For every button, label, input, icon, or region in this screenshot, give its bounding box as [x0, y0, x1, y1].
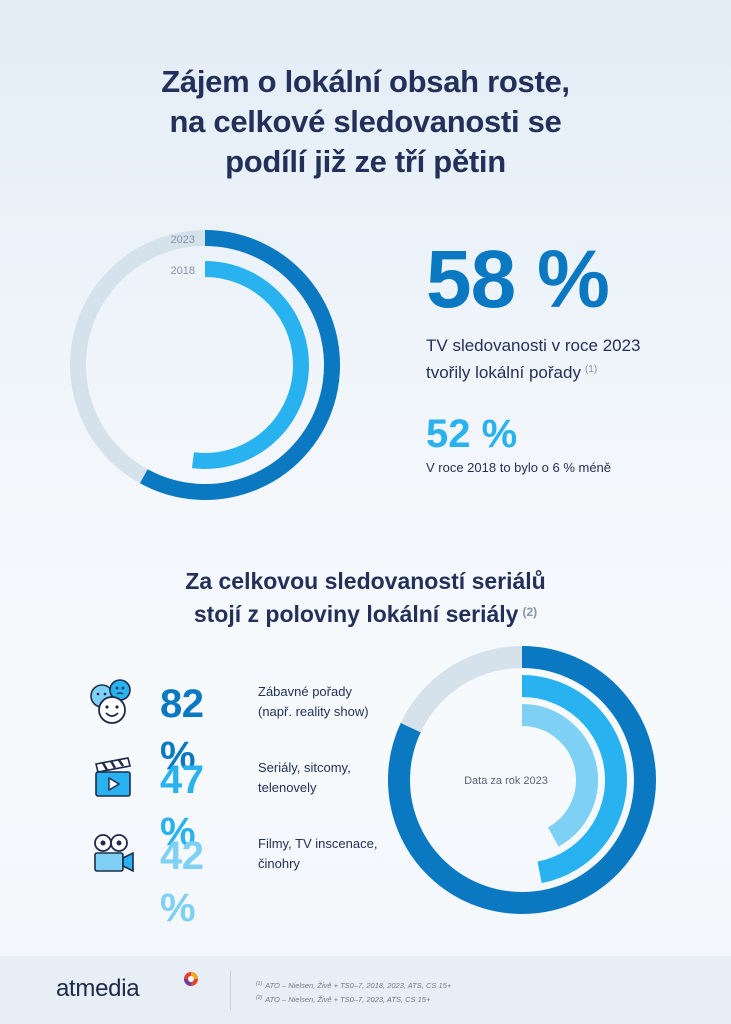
clapperboard-icon	[95, 757, 131, 797]
radial-arc-2	[521, 704, 598, 847]
genre-label-line-2: telenovely	[258, 780, 317, 795]
genre-label-line-2: činohry	[258, 856, 300, 871]
reference-2: (2) ATO – Nielsen, Živě + TS0–7, 2023, AT…	[256, 992, 451, 1006]
section-2-line-2: stojí z poloviny lokální seriály (2)	[0, 597, 731, 630]
stat-2018-note: V roce 2018 to bylo o 6 % méně	[426, 460, 612, 475]
radial-chart-genres-2023: Data za rok 2023	[388, 646, 656, 914]
footer-references: (1) ATO – Nielsen, Živě + TS0–7, 2018, 20…	[256, 978, 451, 1006]
stat-desc-line-2: tvořily lokální pořady (1)	[426, 358, 641, 385]
footer-bar	[0, 956, 731, 1024]
radial-label-1: 2018	[171, 265, 195, 277]
genre-label-entertainment: Zábavné pořady (např. reality show)	[258, 682, 398, 722]
section-2-line-1: Za celkovou sledovaností seriálů	[185, 568, 546, 594]
genre-label-line-1: Zábavné pořady	[258, 684, 352, 699]
stat-2023-value: 58 %	[426, 234, 610, 325]
atmedia-logo-text: atmedia	[56, 975, 140, 1002]
stat-2023-description: TV sledovanosti v roce 2023 tvořily loká…	[426, 334, 641, 385]
radial-arc-1	[191, 261, 309, 469]
radial-arc-0	[139, 230, 340, 500]
radial-arc-0	[388, 646, 656, 914]
movie-camera-icon	[94, 834, 134, 873]
genre-pct-films: 42 %	[160, 834, 204, 930]
stat-desc-line-1: TV sledovanosti v roce 2023	[426, 336, 641, 355]
genre-label-series: Seriály, sitcomy, telenovely	[258, 758, 398, 798]
stat-2018-value: 52 %	[426, 412, 518, 456]
reference-2-num: (2)	[256, 995, 263, 1001]
reference-1: (1) ATO – Nielsen, Živě + TS0–7, 2018, 20…	[256, 978, 451, 992]
genre-label-films: Filmy, TV inscenace, činohry	[258, 834, 398, 874]
reference-1-num: (1)	[256, 981, 263, 987]
radial-chart-2023-vs-2018: 2023 2018	[70, 230, 340, 500]
headline-line-1: Zájem o lokální obsah roste,	[161, 64, 570, 99]
radial-arc-1	[521, 675, 627, 884]
headline-line-3: podílí již ze tří pětin	[225, 144, 506, 179]
radial-label-0: 2023	[171, 234, 195, 246]
genre-pct-series: 47 %	[160, 758, 204, 854]
genre-pct-entertainment: 82 %	[160, 682, 204, 778]
headline-line-2: na celkové sledovanosti se	[169, 104, 562, 139]
reference-1-text: ATO – Nielsen, Živě + TS0–7, 2018, 2023,…	[265, 981, 452, 990]
genre-label-line-1: Filmy, TV inscenace,	[258, 836, 378, 851]
reference-2-text: ATO – Nielsen, Živě + TS0–7, 2023, ATS, …	[265, 995, 431, 1004]
stat-desc-line-2-text: tvořily lokální pořady	[426, 363, 581, 382]
atmedia-logo-mark-icon	[184, 972, 198, 986]
footer-divider	[230, 970, 231, 1010]
footnote-marker-1: (1)	[584, 364, 598, 375]
section-2-line-2-text: stojí z poloviny lokální seriály	[193, 601, 519, 627]
entertainment-faces-icon	[90, 679, 131, 724]
radial-center-label: Data za rok 2023	[464, 775, 548, 787]
genre-label-line-2: (např. reality show)	[258, 704, 369, 719]
section-2-heading: Za celkovou sledovaností seriálů stojí z…	[0, 566, 731, 630]
footnote-marker-2: (2)	[522, 605, 538, 619]
headline: Zájem o lokální obsah roste, na celkové …	[0, 62, 731, 182]
genre-label-line-1: Seriály, sitcomy,	[258, 760, 351, 775]
